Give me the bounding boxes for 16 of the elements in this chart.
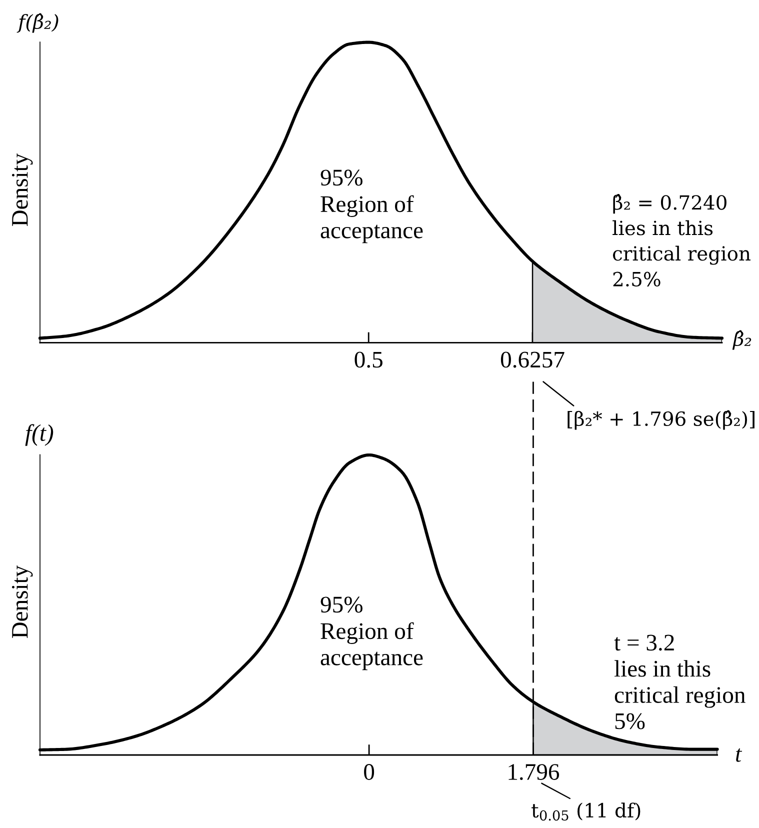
x-tick-label: 0.6257	[500, 352, 564, 368]
annotation: 95% Region of acceptance	[320, 170, 423, 244]
x-tick-label: 1.796	[508, 764, 560, 780]
x-axis-title: β̂₂	[732, 330, 752, 350]
text: [β₂* + 1.796 se(β̂₂)]	[568, 410, 754, 430]
text: t$_{0.05}$ (11 df)	[532, 802, 640, 821]
y-axis-title: Density	[12, 153, 33, 226]
x-axis-title: t	[736, 748, 742, 762]
text: f(t)	[25, 424, 54, 446]
y-axis-title: Density	[12, 565, 33, 638]
annotation: 95% Region of acceptance	[320, 596, 423, 670]
x-tick-label: 0.5	[354, 352, 382, 368]
annotation: t = 3.2 lies in this critical region 5%	[614, 634, 746, 730]
annotation: β̂₂ = 0.7240 lies in this critical region 2.5%	[612, 194, 750, 287]
x-tick-label: 0	[364, 764, 374, 780]
text: f(β̂₂)	[16, 13, 58, 33]
